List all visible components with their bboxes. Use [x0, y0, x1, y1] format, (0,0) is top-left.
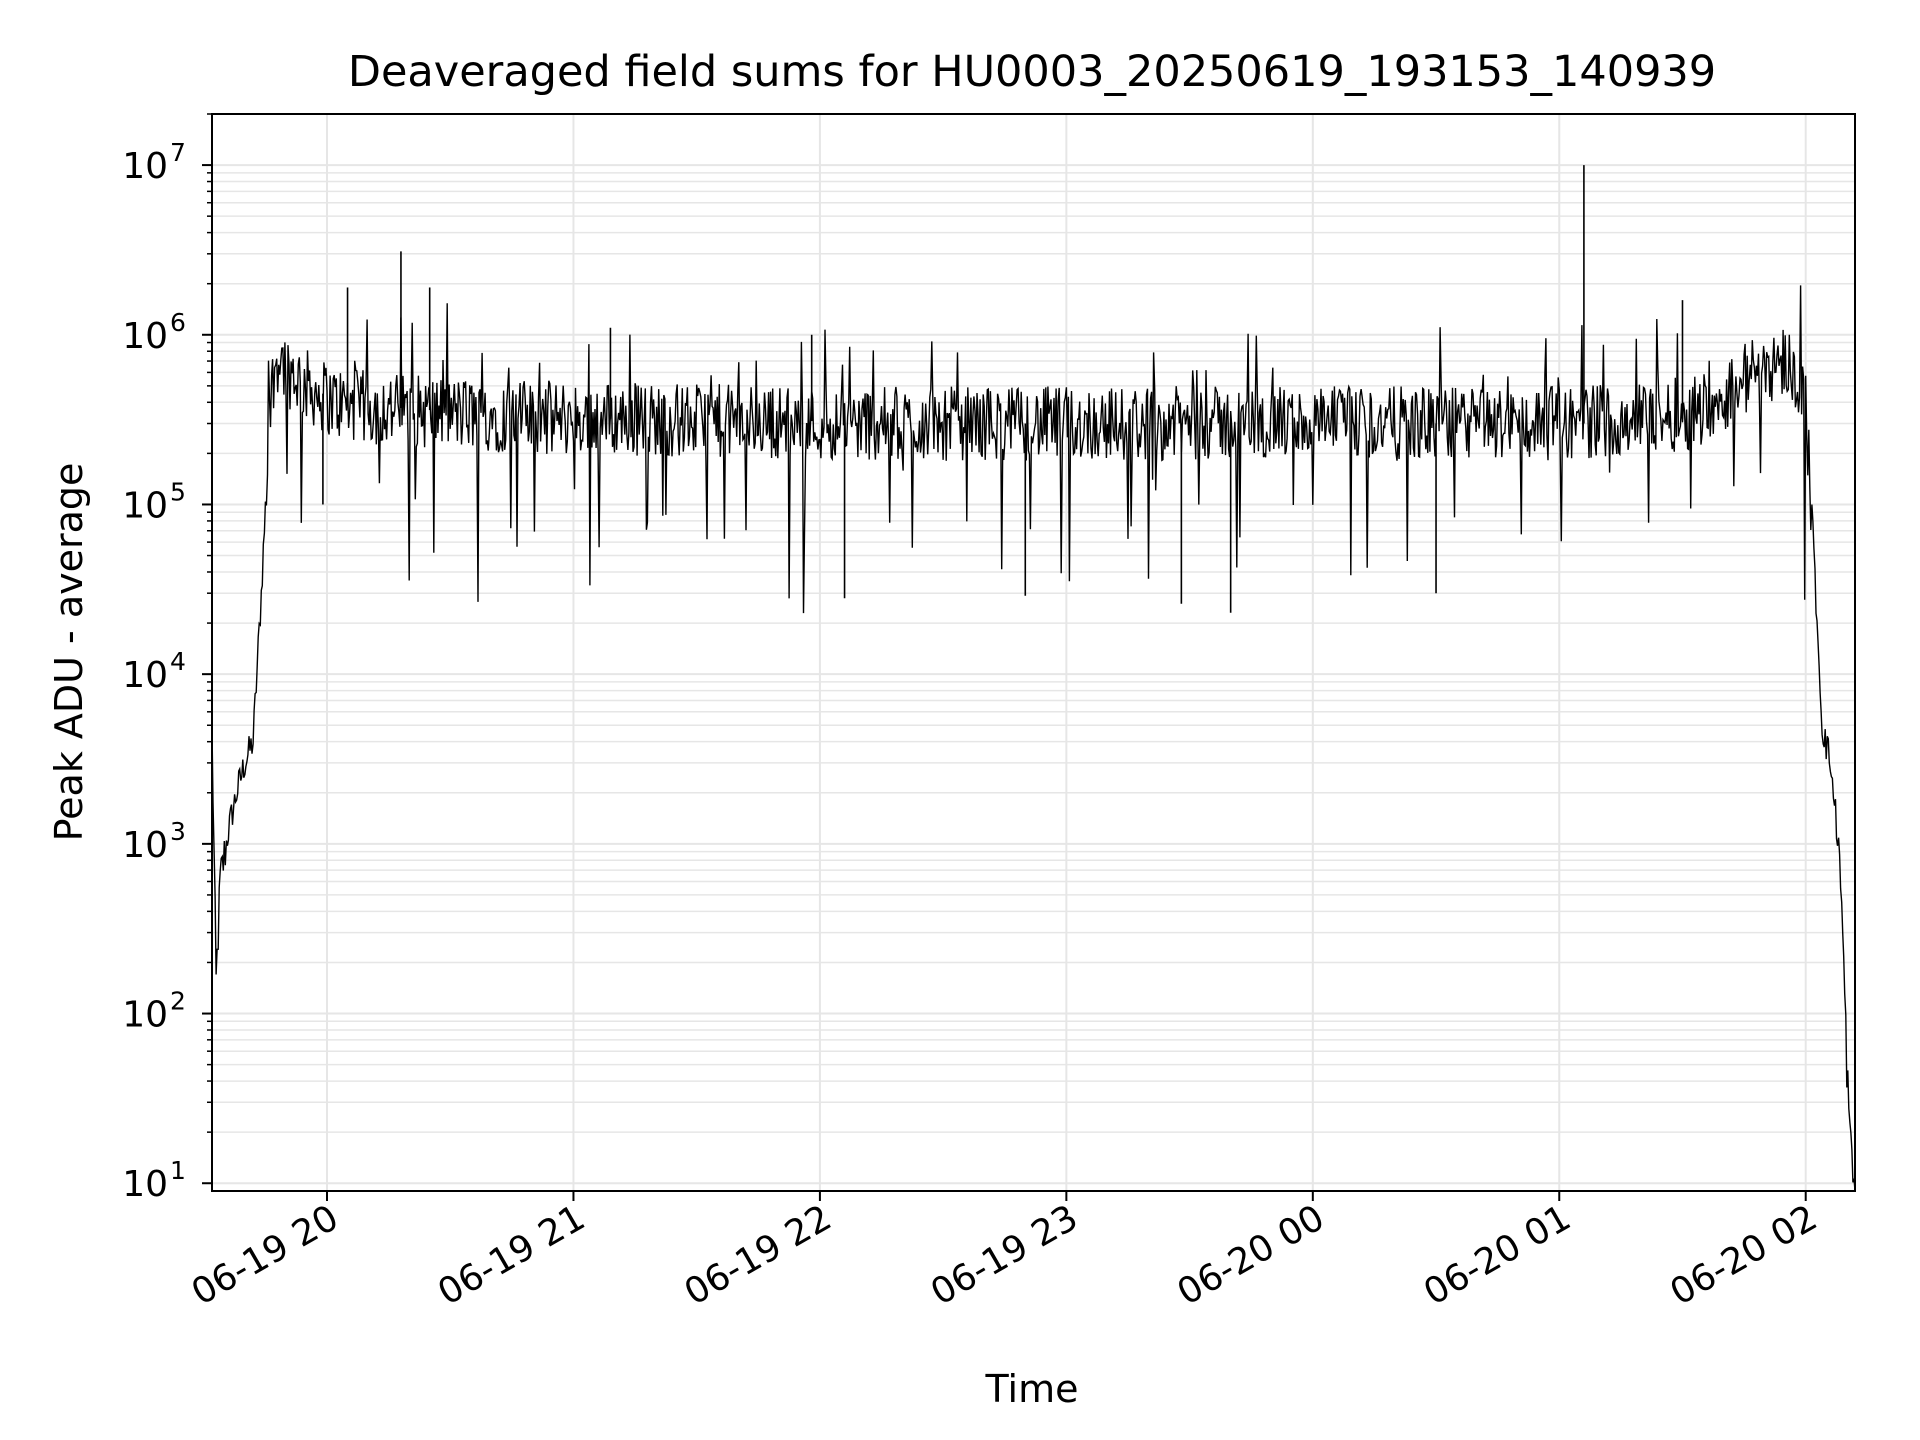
y-tick-label: 10 — [122, 146, 168, 187]
y-tick-exponent: 5 — [170, 477, 186, 506]
y-tick-label: 10 — [122, 825, 168, 866]
y-tick-label: 10 — [122, 316, 168, 357]
y-tick-exponent: 2 — [170, 987, 186, 1016]
y-tick-exponent: 7 — [170, 138, 186, 167]
y-tick-exponent: 4 — [170, 647, 186, 676]
chart-title: Deaveraged field sums for HU0003_2025061… — [348, 47, 1716, 97]
y-tick-label: 10 — [122, 1164, 168, 1205]
axes-frame — [211, 113, 1856, 1192]
x-axis-label: Time — [985, 1367, 1079, 1411]
y-axis-label: Peak ADU - average — [47, 463, 91, 842]
y-tick-exponent: 1 — [170, 1156, 186, 1185]
plot-area — [211, 165, 1856, 1192]
y-tick-label: 10 — [122, 655, 168, 696]
y-tick-exponent: 6 — [170, 308, 186, 337]
y-tick-label: 10 — [122, 485, 168, 526]
series-line — [211, 285, 1856, 1192]
y-tick-label: 10 — [122, 995, 168, 1036]
y-tick-exponent: 3 — [170, 817, 186, 846]
